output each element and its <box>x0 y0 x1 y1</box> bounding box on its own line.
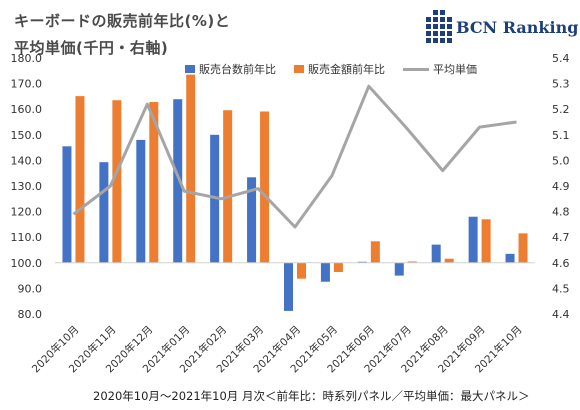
bar-amount <box>333 262 343 273</box>
chart-title-line2: 平均単価(千円・右軸) <box>14 39 169 57</box>
y-left-tick-label: 130.0 <box>11 180 43 193</box>
bar-amount <box>186 74 196 263</box>
legend-label-units: 販売台数前年比 <box>199 63 276 76</box>
bar-amount <box>149 102 159 263</box>
bar-units <box>468 216 478 263</box>
bar-amount <box>112 100 122 263</box>
bar-amount <box>75 96 85 263</box>
y-left-tick-label: 180.0 <box>11 52 43 65</box>
legend-label-amount: 販売金額前年比 <box>308 63 385 76</box>
chart-title-line1: キーボードの販売前年比(%)と <box>14 12 231 30</box>
bar-units <box>320 262 330 282</box>
chart-plot: 80.0 90.0 100.0 110.0 120.0 130.0 140.0 150.0 16… <box>11 52 570 375</box>
legend-swatch-price <box>403 67 429 71</box>
y-left-tick-label: 100.0 <box>11 257 43 270</box>
y-left-tick-label: 120.0 <box>11 206 43 219</box>
y-right-tick-label: 4.7 <box>552 231 570 244</box>
y-right-tick-label: 5.3 <box>552 78 570 91</box>
legend-item-units: 販売台数前年比 <box>185 61 276 77</box>
y-left-tick-label: 170.0 <box>11 78 43 91</box>
y-right-tick-label: 5.0 <box>552 154 570 167</box>
y-right-tick-label: 4.5 <box>552 282 570 295</box>
bar-units <box>357 261 367 263</box>
legend-label-price: 平均単価 <box>433 63 477 76</box>
bar-amount <box>370 241 380 263</box>
bar-units <box>394 262 404 276</box>
y-left-tick-label: 140.0 <box>11 154 43 167</box>
bar-amount <box>223 110 233 263</box>
legend-item-price: 平均単価 <box>403 61 477 77</box>
bar-amount <box>407 261 417 263</box>
y-left-tick-label: 90.0 <box>18 282 43 295</box>
bar-amount <box>481 219 491 263</box>
y-right-tick-label: 4.8 <box>552 206 570 219</box>
logo-grid-icon <box>426 10 452 43</box>
bar-amount <box>444 258 454 263</box>
y-right-tick-label: 5.1 <box>552 129 570 142</box>
bar-amount <box>518 233 528 263</box>
y-left-tick-label: 160.0 <box>11 103 43 116</box>
legend-swatch-units <box>185 65 195 73</box>
legend-item-amount: 販売金額前年比 <box>294 61 385 77</box>
legend-swatch-amount <box>294 65 304 73</box>
bar-units <box>136 139 146 263</box>
y-right-tick-label: 5.2 <box>552 103 570 116</box>
y-right-tick-label: 4.6 <box>552 257 570 270</box>
bar-units <box>247 177 257 263</box>
y-right-tick-label: 5.4 <box>552 52 570 65</box>
bcn-ranking-logo: BCN Ranking <box>424 10 578 48</box>
bar-amount <box>297 262 306 279</box>
logo-text: BCN Ranking <box>456 18 579 37</box>
chart-legend: 販売台数前年比 販売金額前年比 平均単価 <box>185 61 495 77</box>
y-left-tick-label: 80.0 <box>18 308 43 321</box>
footnote: 2020年10月～2021年10月 月次＜前年比：時系列パネル／平均単価：最大パ… <box>93 389 530 403</box>
y-left-tick-label: 150.0 <box>11 129 43 142</box>
bar-units <box>62 146 72 263</box>
bar-amount <box>260 111 270 263</box>
bar-units <box>173 99 183 263</box>
y-right-tick-label: 4.9 <box>552 180 570 193</box>
bar-units <box>431 244 441 263</box>
bar-units <box>505 253 515 263</box>
y-left-tick-label: 110.0 <box>11 231 43 244</box>
bar-units <box>284 262 293 311</box>
y-right-tick-label: 4.4 <box>552 308 570 321</box>
bar-units <box>99 162 109 263</box>
line-avg-price <box>72 84 517 229</box>
